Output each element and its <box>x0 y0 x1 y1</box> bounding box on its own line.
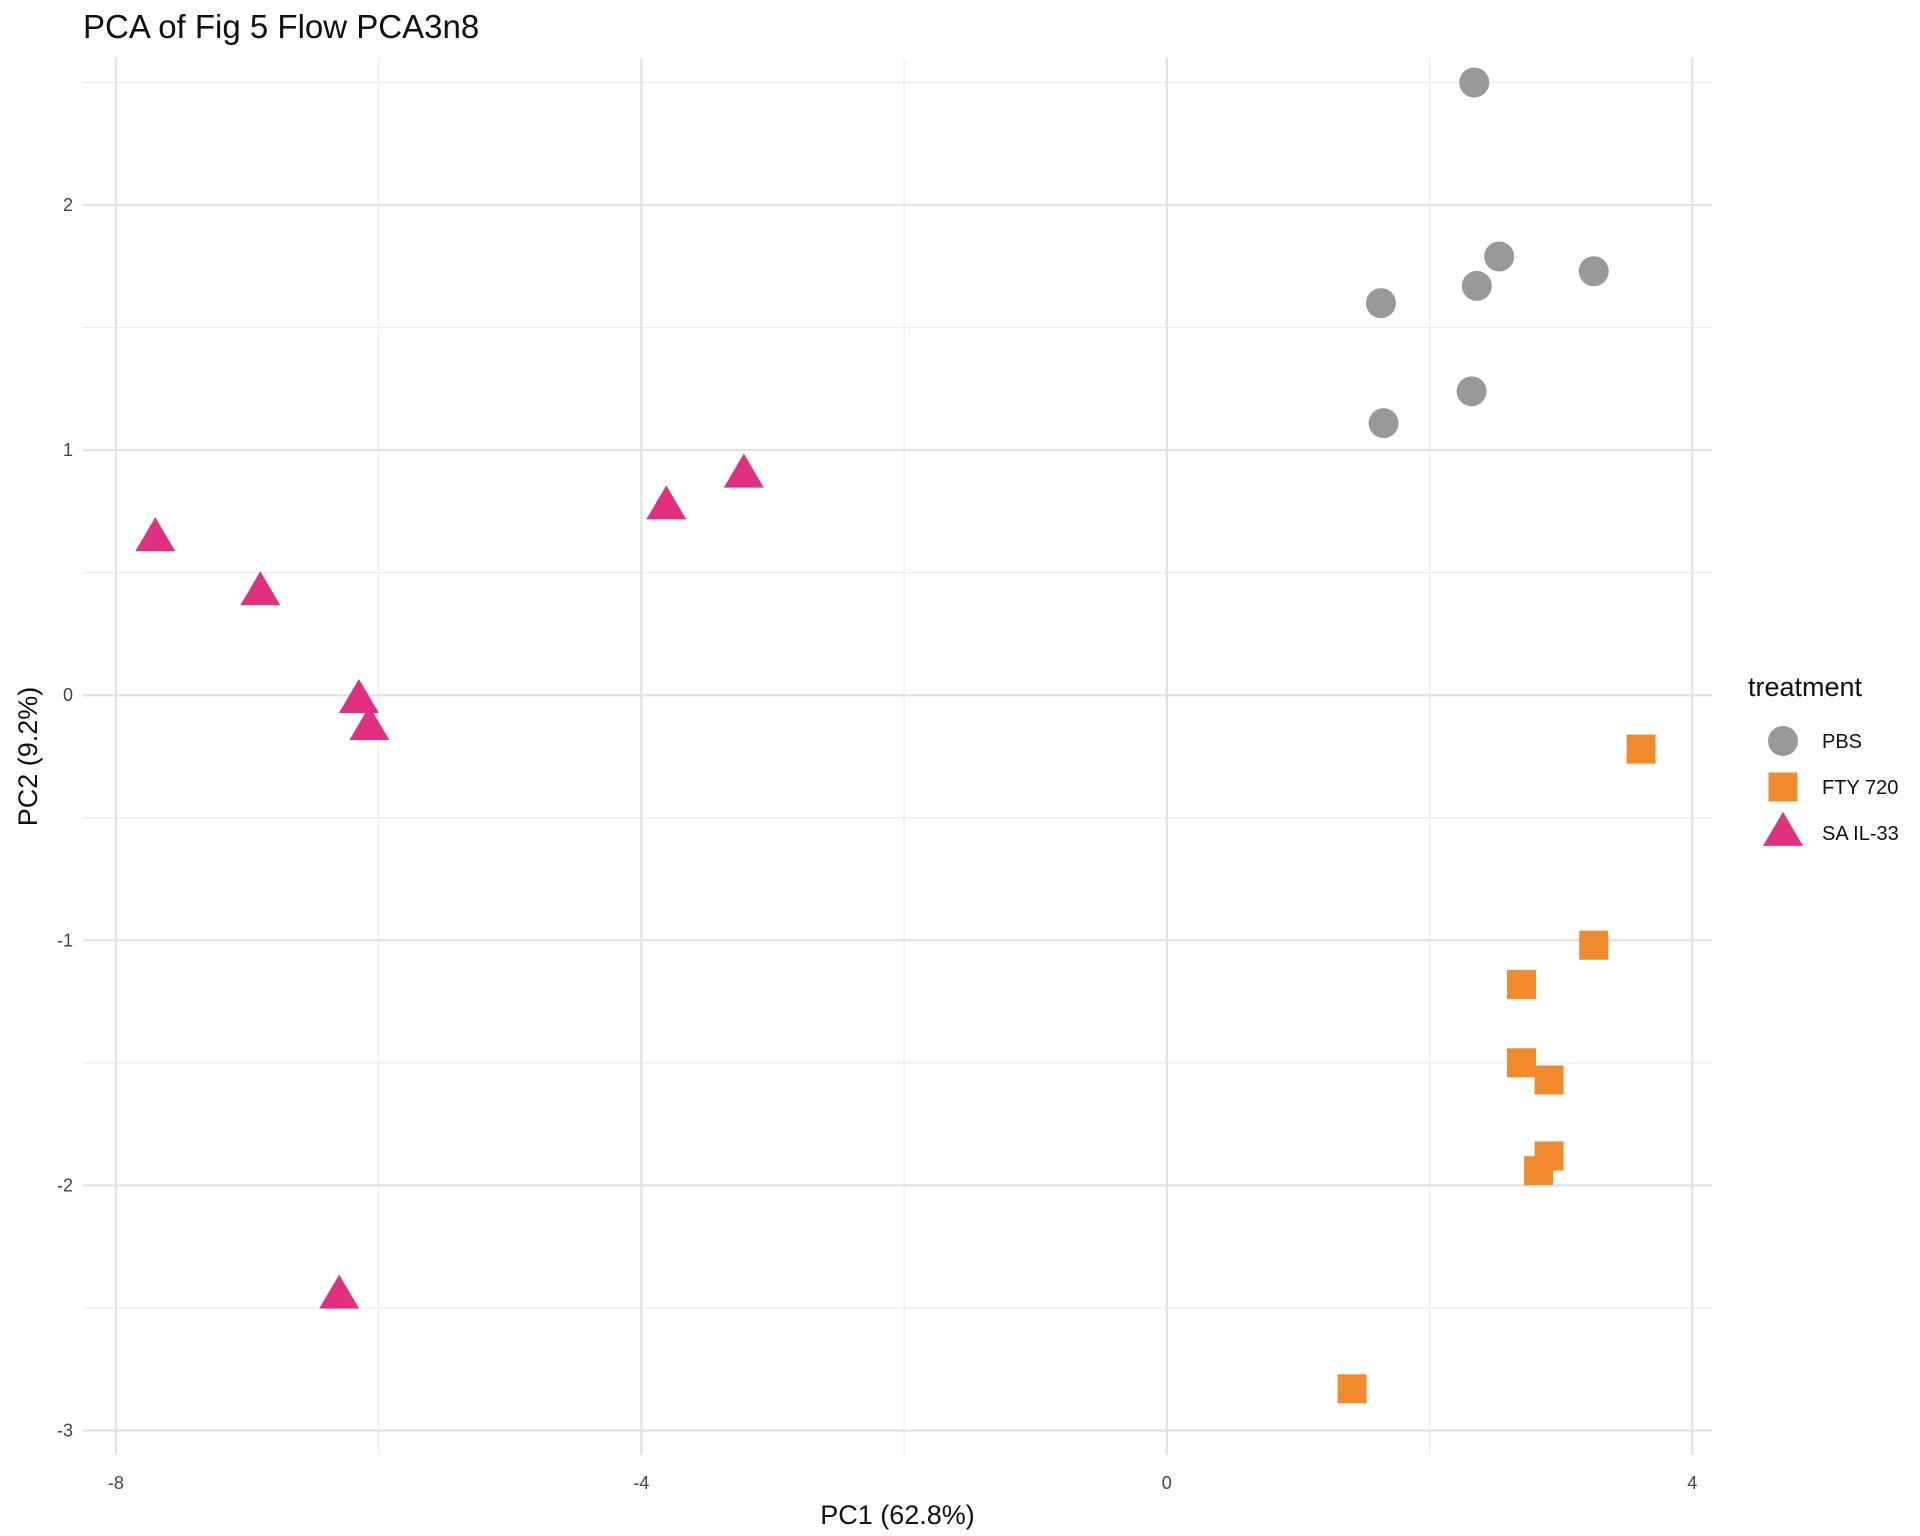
y-tick-label: 1 <box>63 440 73 460</box>
legend-key-sa-il-33 <box>1763 811 1803 846</box>
point-fty-720 <box>1337 1374 1367 1404</box>
point-fty-720 <box>1534 1065 1564 1095</box>
chart-title: PCA of Fig 5 Flow PCA3n8 <box>83 8 480 45</box>
point-pbs <box>1459 67 1490 98</box>
legend-key-fty-720 <box>1768 772 1798 802</box>
y-tick-label: 2 <box>63 195 73 215</box>
x-tick-label: 4 <box>1687 1473 1697 1493</box>
point-sa-il-33 <box>349 706 390 741</box>
point-pbs <box>1368 408 1399 439</box>
x-tick-label: -8 <box>108 1473 124 1493</box>
point-pbs <box>1461 270 1492 301</box>
point-sa-il-33 <box>319 1274 360 1309</box>
point-pbs <box>1484 241 1515 272</box>
legend-title: treatment <box>1748 672 1863 702</box>
point-sa-il-33 <box>135 517 176 552</box>
point-pbs <box>1578 256 1609 287</box>
legend-label-fty-720: FTY 720 <box>1822 777 1898 799</box>
grid-lines <box>83 58 1712 1455</box>
y-tick-label: -2 <box>57 1175 73 1195</box>
y-axis-ticks: -3 -2 -1 0 1 2 <box>57 195 73 1440</box>
point-fty-720 <box>1507 1048 1537 1078</box>
point-pbs <box>1365 288 1396 319</box>
legend-label-pbs: PBS <box>1822 731 1862 753</box>
point-sa-il-33 <box>240 571 281 606</box>
y-tick-label: -1 <box>57 930 73 950</box>
x-tick-label: -4 <box>633 1473 649 1493</box>
point-fty-720 <box>1626 734 1656 764</box>
legend: treatment PBS FTY 720 SA IL-33 <box>1748 672 1899 846</box>
x-axis-ticks: -8 -4 0 4 <box>108 1473 1697 1493</box>
point-fty-720 <box>1524 1156 1554 1186</box>
point-sa-il-33 <box>338 679 379 714</box>
point-fty-720 <box>1507 969 1537 999</box>
legend-label-sa-il-33: SA IL-33 <box>1822 823 1899 845</box>
point-sa-il-33 <box>723 453 764 488</box>
x-tick-label: 0 <box>1162 1473 1172 1493</box>
point-fty-720 <box>1579 930 1609 960</box>
data-points <box>135 67 1656 1404</box>
y-axis-label: PC2 (9.2%) <box>13 687 43 827</box>
point-sa-il-33 <box>646 485 687 520</box>
y-tick-label: 0 <box>63 685 73 705</box>
legend-key-pbs <box>1768 726 1798 756</box>
y-tick-label: -3 <box>57 1420 73 1440</box>
x-axis-label: PC1 (62.8%) <box>820 1500 975 1530</box>
point-pbs <box>1456 376 1487 407</box>
